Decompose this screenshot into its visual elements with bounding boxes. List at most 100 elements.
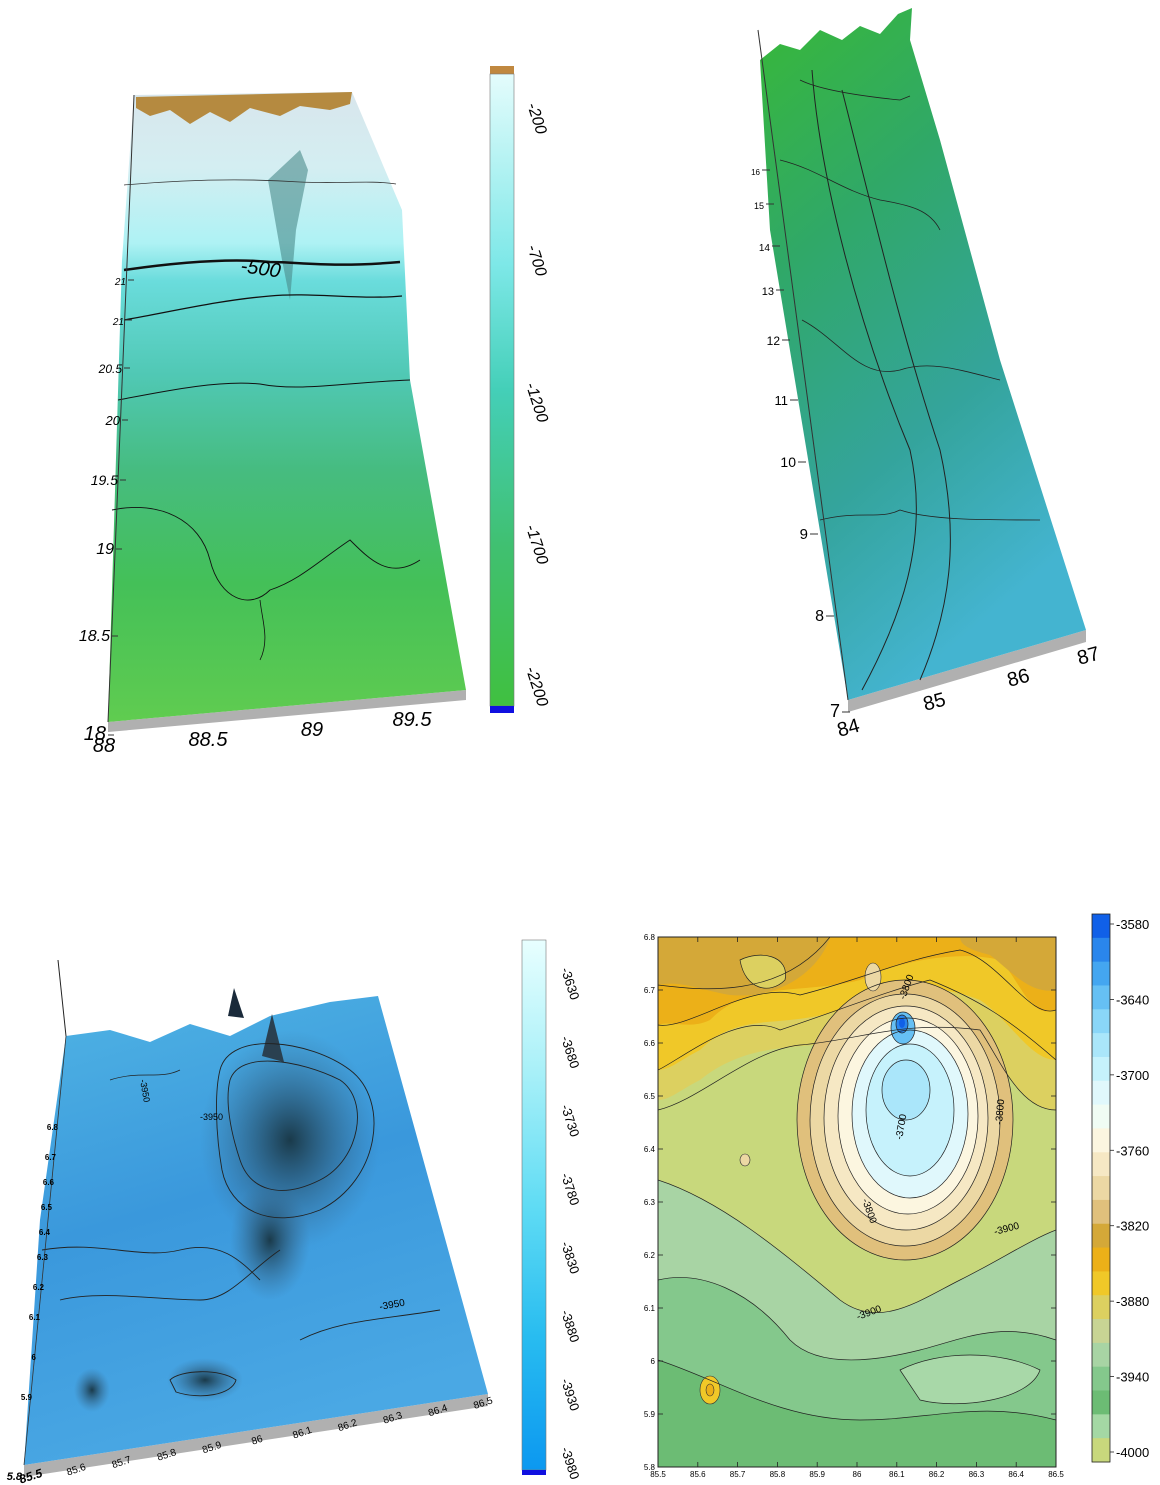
colorbar-tick-label: -3880 [1116, 1294, 1149, 1309]
x-tick-label: 84 [835, 715, 862, 742]
colorbar-swatch [1092, 961, 1110, 986]
colorbar-tick-label: -3580 [1116, 917, 1149, 932]
land-strip [136, 92, 352, 124]
y-tick-label: 6.4 [39, 1228, 51, 1237]
colorbar-tick-labels: -200 -700 -1200 -1700 -2200 [522, 101, 551, 709]
colorbar-bottom-cap [490, 706, 514, 713]
y-tick-label: 5.8 [644, 1463, 656, 1472]
colorbar-swatch [1092, 1152, 1110, 1177]
x-tick-label: 87 [1075, 643, 1102, 670]
surface-chart-strip: 7 8 9 10 11 12 13 14 15 16 84 85 86 87 [751, 8, 1102, 742]
z-axis-line [57, 959, 67, 1037]
surface-chart-seamount: -3950 -3950 -3950 5.8 5.9 6 6.1 6.2 6.3 6.4 6.5… [7, 939, 583, 1485]
y-tick-label: 6.2 [644, 1251, 656, 1260]
contour-line [117, 379, 411, 401]
colorbar-tick-label: -4000 [1116, 1445, 1149, 1460]
y-tick-labels: 18 18.5 19 19.5 20 20.5 21 21 [79, 277, 134, 745]
colorbar-swatch [1092, 1128, 1110, 1153]
contour-line [111, 507, 421, 601]
y-tick-label: 6 [32, 1353, 37, 1362]
y-tick-label: 14 [759, 243, 771, 254]
x-tick-label: 88.5 [189, 729, 229, 751]
x-tick-label: 86.1 [889, 1470, 905, 1479]
y-tick-label: 6.3 [644, 1198, 656, 1207]
colorbar-tick-labels: -3580 -3640 -3700 -3760 -3820 -3880 -3940 -4000 [1110, 917, 1149, 1460]
colorbar-swatch [1092, 1080, 1110, 1106]
colorbar-swatch [1092, 985, 1110, 1010]
colorbar-tick-label: -3780 [558, 1171, 583, 1207]
colorbar-swatch [1092, 1033, 1110, 1058]
y-tick-label: 21 [112, 317, 124, 328]
colorbar-tick-label: -3680 [558, 1034, 583, 1070]
colorbar-swatch [1092, 1009, 1110, 1034]
x-tick-label: 89.5 [393, 709, 433, 731]
colorbar-tick-label: -3760 [1116, 1143, 1149, 1158]
contour-label: -3950 [379, 1298, 407, 1313]
colorbar-tick-label: -3830 [558, 1239, 583, 1275]
contour-line [169, 1371, 237, 1397]
x-tick-label: 85.6 [690, 1470, 706, 1479]
x-tick-label: 85.7 [730, 1470, 746, 1479]
y-tick-label: 6 [651, 1357, 656, 1366]
contour-chart-seamount: -3800 -3700 -3800 -3800 -3900 -3900 85.5… [644, 913, 1149, 1479]
contour-line [123, 179, 397, 186]
surface-plane [760, 8, 1086, 700]
y-tick-label: 18.5 [79, 628, 110, 645]
y-tick-label: 13 [762, 286, 774, 298]
contour-line [799, 79, 911, 101]
colorbar-tick-label: -3700 [1116, 1068, 1149, 1083]
y-tick-label: 15 [754, 201, 764, 211]
contour-line [819, 509, 1041, 521]
y-tick-label: 8 [815, 608, 824, 625]
y-tick-label: 6.5 [644, 1092, 656, 1101]
y-tick-label: 6.7 [644, 986, 656, 995]
x-tick-label: 89 [301, 719, 323, 741]
contour-line [123, 259, 401, 272]
colorbar-swatch [1092, 1366, 1110, 1392]
colorbar-swatch [1092, 1271, 1110, 1296]
colorbar-tick-label: -1700 [522, 523, 551, 567]
contour-line [216, 1043, 375, 1219]
colorbar-swatch [1092, 1390, 1110, 1415]
y-tick-label: 21 [114, 277, 126, 288]
y-tick-label: 6.7 [45, 1153, 57, 1162]
colorbar-tick-label: -2200 [522, 665, 551, 709]
peak [262, 1014, 284, 1062]
contour-line [299, 1309, 441, 1341]
colorbar-swatch [1092, 1438, 1110, 1463]
y-tick-label: 6.5 [41, 1203, 53, 1212]
y-tick-label: 10 [780, 454, 796, 470]
contour-line [801, 319, 1001, 381]
x-tick-label: 86.4 [1008, 1470, 1024, 1479]
peak [228, 988, 244, 1018]
x-tick-labels: 84 85 86 87 [835, 643, 1102, 742]
y-tick-label: 6.1 [29, 1313, 41, 1322]
colorbar-swatch [1092, 914, 1110, 939]
x-tick-label: 86.5 [1048, 1470, 1064, 1479]
y-tick-label: 5.9 [21, 1393, 33, 1402]
surface-plane [108, 92, 466, 722]
y-tick-label: 6.8 [644, 933, 656, 942]
contour-line [779, 159, 941, 231]
colorbar-swatch [1092, 1342, 1110, 1368]
contour-line [259, 599, 266, 661]
y-tick-label: 6.6 [43, 1178, 55, 1187]
y-tick-labels: 5.8 5.9 6 6.1 6.2 6.3 6.4 6.5 6.6 6.7 6.8 [644, 933, 1056, 1472]
y-axis-line [757, 29, 849, 701]
y-tick-label: 11 [775, 393, 789, 408]
colorbar-tick-label: -3820 [1116, 1219, 1149, 1234]
colorbar-swatch [1092, 1056, 1110, 1082]
x-tick-labels: 85.5 85.6 85.7 85.8 85.9 86 86.1 86.2 86.3 86.4 86… [650, 937, 1064, 1479]
colorbar-tick-label: -700 [523, 243, 549, 279]
y-tick-labels: 5.8 5.9 6 6.1 6.2 6.3 6.4 6.5 6.6 6.7 6.8 [7, 1123, 59, 1483]
contour-line [123, 294, 403, 321]
contour-line [811, 69, 917, 691]
colorbar-tick-label: -3880 [558, 1308, 583, 1344]
contour-label: -3800 [994, 1098, 1007, 1125]
y-tick-labels: 7 8 9 10 11 12 13 14 15 16 [751, 168, 850, 721]
y-tick-label: 20 [105, 413, 121, 428]
y-tick-label: 9 [800, 526, 808, 543]
contour-fill-area [658, 937, 1056, 1467]
colorbar-top-cap [490, 66, 514, 74]
surface-base [24, 1394, 488, 1477]
